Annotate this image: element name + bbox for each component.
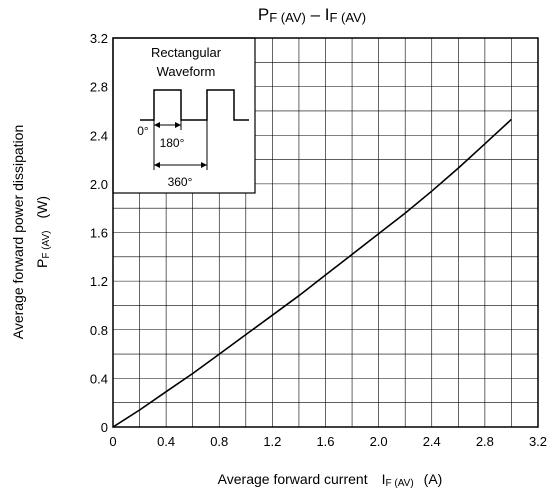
angle-0-label: 0° xyxy=(137,124,149,138)
series-group xyxy=(112,118,512,428)
title-i-sub: F (AV) xyxy=(329,10,366,25)
angle-180-label: 180° xyxy=(160,136,185,150)
y-tick-labels: 0 0.4 0.8 1.2 1.6 2.0 2.4 2.8 3.2 xyxy=(90,31,108,435)
y-axis-label: Average forward power dissipation PF (AV… xyxy=(10,125,52,340)
x-tick-label-4: 1.6 xyxy=(316,434,334,449)
inset-title-line1: Rectangular xyxy=(151,45,222,60)
x-axis-label: Average forward current IF (AV) (A) xyxy=(218,471,443,489)
title-i: I xyxy=(325,5,330,24)
series-line-0 xyxy=(112,118,512,428)
waveform-inset: Rectangular Waveform 0° 180° 360° xyxy=(112,37,256,194)
x-axis-label-sym: I xyxy=(382,471,386,487)
arrow-180-right xyxy=(175,122,181,128)
y-tick-label-4: 1.6 xyxy=(90,226,108,241)
x-tick-label-5: 2.0 xyxy=(370,434,388,449)
y-tick-label-2: 0.8 xyxy=(90,323,108,338)
x-tick-labels: 0 0.4 0.8 1.2 1.6 2.0 2.4 2.8 3.2 xyxy=(109,434,547,449)
angle-360-label: 360° xyxy=(168,175,193,189)
y-tick-label-8: 3.2 xyxy=(90,31,108,46)
x-tick-label-6: 2.4 xyxy=(423,434,441,449)
inset-box xyxy=(112,37,256,194)
y-tick-label-0: 0 xyxy=(101,420,108,435)
title-p-sub: F (AV) xyxy=(269,10,306,25)
x-tick-label-2: 0.8 xyxy=(210,434,228,449)
x-axis-label-text: Average forward current xyxy=(218,471,368,487)
plot-frame xyxy=(112,37,539,428)
y-tick-label-5: 2.0 xyxy=(90,177,108,192)
y-tick-label-3: 1.2 xyxy=(90,274,108,289)
title-dash: – xyxy=(306,5,325,24)
y-axis-label-text: Average forward power dissipation xyxy=(10,125,26,340)
y-tick-label-7: 2.8 xyxy=(90,80,108,95)
arrow-0-left xyxy=(154,122,160,128)
arrow-360-right xyxy=(201,162,207,168)
y-axis-label-sym: P xyxy=(34,259,50,268)
title-p: P xyxy=(258,5,269,24)
x-axis-label-sub: F (AV) xyxy=(386,478,414,489)
x-tick-label-7: 2.8 xyxy=(476,434,494,449)
x-axis-label-unit: (A) xyxy=(424,471,443,487)
y-axis-label-sub: F (AV) xyxy=(41,231,52,259)
x-tick-label-0: 0 xyxy=(109,434,116,449)
arrow-0-left-360 xyxy=(154,162,160,168)
x-tick-label-8: 3.2 xyxy=(529,434,547,449)
x-tick-label-1: 0.4 xyxy=(157,434,175,449)
y-tick-label-1: 0.4 xyxy=(90,371,108,386)
y-tick-label-6: 2.4 xyxy=(90,128,108,143)
chart-title: PF (AV) – IF (AV) xyxy=(258,5,366,25)
rectangular-waveform xyxy=(140,89,249,121)
x-tick-label-3: 1.2 xyxy=(263,434,281,449)
y-axis-label-unit: (W) xyxy=(34,196,50,219)
y-axis-label-symbol: PF (AV) (W) xyxy=(34,196,52,268)
inset-title-line2: Waveform xyxy=(157,64,216,79)
